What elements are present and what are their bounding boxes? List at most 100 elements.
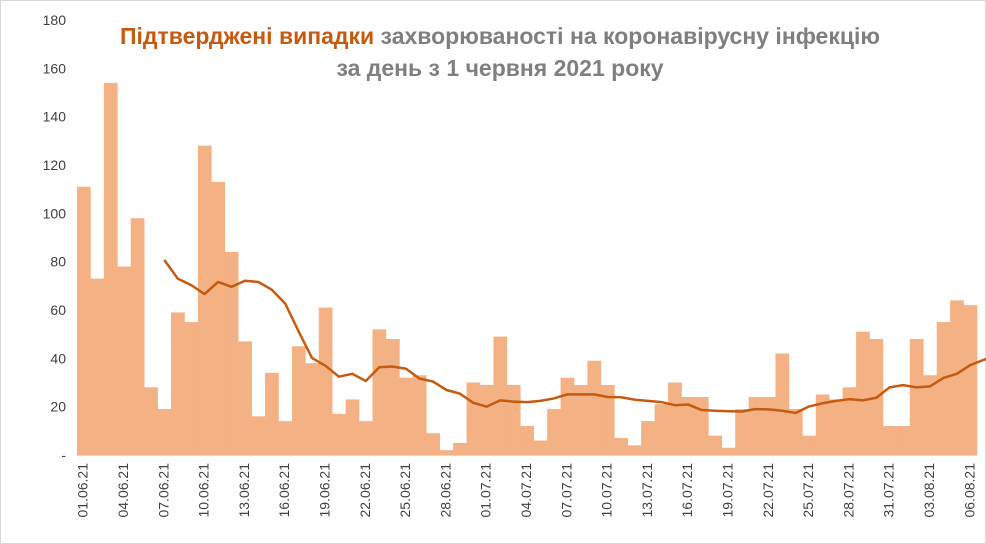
bars-group (77, 82, 978, 456)
x-tick-label: 04.06.21 (115, 463, 131, 518)
x-tick-label: 16.06.21 (276, 463, 292, 518)
bar (547, 409, 561, 455)
bar (211, 181, 226, 456)
bar (238, 341, 252, 455)
bar (426, 433, 440, 455)
x-tick-label: 22.06.21 (357, 463, 373, 518)
bar (372, 329, 387, 455)
y-tick-label: 160 (43, 60, 67, 76)
y-axis-ticks: - 20 40 60 80 100 120 140 160 180 (43, 12, 67, 463)
bar (305, 363, 320, 455)
x-tick-label: 10.06.21 (196, 463, 212, 518)
bar (708, 435, 723, 455)
bar (520, 426, 535, 455)
bar (278, 421, 293, 455)
bar (668, 382, 682, 455)
x-tick-label: 06.08.21 (961, 463, 977, 518)
x-tick-label: 01.06.21 (75, 463, 91, 518)
bar (788, 409, 803, 455)
bar (950, 300, 964, 455)
bar (265, 372, 279, 455)
x-tick-label: 28.07.21 (840, 463, 856, 518)
bar (117, 266, 132, 455)
bar (318, 307, 333, 455)
bar (184, 322, 199, 455)
bar (896, 426, 911, 455)
bar (923, 375, 937, 455)
bar (77, 186, 91, 455)
bar (439, 450, 454, 455)
y-tick-label: 100 (43, 205, 67, 221)
bar (157, 409, 172, 455)
bar (829, 399, 843, 455)
bar (332, 413, 346, 455)
trend-line (163, 259, 986, 415)
bar (762, 397, 776, 455)
bar (224, 252, 239, 455)
x-tick-label: 01.07.21 (478, 463, 494, 518)
y-tick-label: 140 (43, 109, 67, 125)
bar (103, 82, 118, 455)
bar (735, 409, 749, 455)
bar (479, 384, 494, 455)
bar (506, 384, 521, 455)
x-tick-label: 07.06.21 (155, 463, 171, 518)
bar (560, 377, 575, 455)
bar (694, 397, 709, 455)
bar (815, 394, 830, 455)
bar (748, 397, 763, 455)
bar (627, 445, 642, 455)
bar (775, 353, 790, 455)
bar (856, 331, 870, 455)
bar (936, 322, 951, 455)
bar (600, 384, 615, 455)
y-tick-label: 60 (50, 302, 66, 318)
x-tick-label: 03.08.21 (921, 463, 937, 518)
bar (171, 312, 185, 455)
x-tick-label: 22.07.21 (760, 463, 776, 518)
bar (681, 397, 696, 455)
chart-title: Підтверджені випадки захворюваності на к… (120, 20, 880, 84)
bar (412, 375, 427, 455)
bar (90, 278, 105, 455)
y-tick-label: 180 (43, 12, 67, 28)
x-tick-label: 25.06.21 (397, 463, 413, 518)
bar (963, 305, 978, 455)
y-tick-label: 20 (50, 399, 66, 415)
x-tick-label: 19.06.21 (317, 463, 333, 518)
x-tick-label: 28.06.21 (437, 463, 453, 518)
x-tick-label: 13.06.21 (236, 463, 252, 518)
x-tick-label: 07.07.21 (558, 463, 574, 518)
bar (842, 387, 857, 455)
bar (130, 218, 145, 455)
bar (882, 426, 897, 455)
bar (493, 336, 508, 455)
bar (453, 442, 467, 455)
bar (909, 339, 924, 455)
bar (614, 438, 629, 455)
bar (721, 447, 736, 455)
bar (802, 435, 817, 455)
y-tick-label: - (61, 447, 66, 463)
chart-title-accent: Підтверджені випадки (120, 23, 375, 49)
y-tick-label: 120 (43, 157, 67, 173)
x-tick-label: 04.07.21 (518, 463, 534, 518)
bar (144, 387, 158, 455)
x-axis-ticks: 01.06.21 04.06.21 07.06.21 10.06.21 13.06.21… (75, 463, 978, 518)
bar (399, 377, 414, 455)
bar (345, 399, 360, 455)
bar (385, 339, 400, 455)
bar (574, 384, 588, 455)
bar (359, 421, 373, 455)
bar (654, 404, 669, 455)
x-tick-label: 13.07.21 (639, 463, 655, 518)
x-tick-label: 25.07.21 (800, 463, 816, 518)
bar (197, 145, 212, 456)
trend-line-group (163, 259, 986, 415)
x-tick-label: 19.07.21 (719, 463, 735, 518)
x-tick-label: 16.07.21 (679, 463, 695, 518)
bar (641, 421, 655, 455)
bar (251, 416, 266, 455)
x-tick-label: 10.07.21 (599, 463, 615, 518)
